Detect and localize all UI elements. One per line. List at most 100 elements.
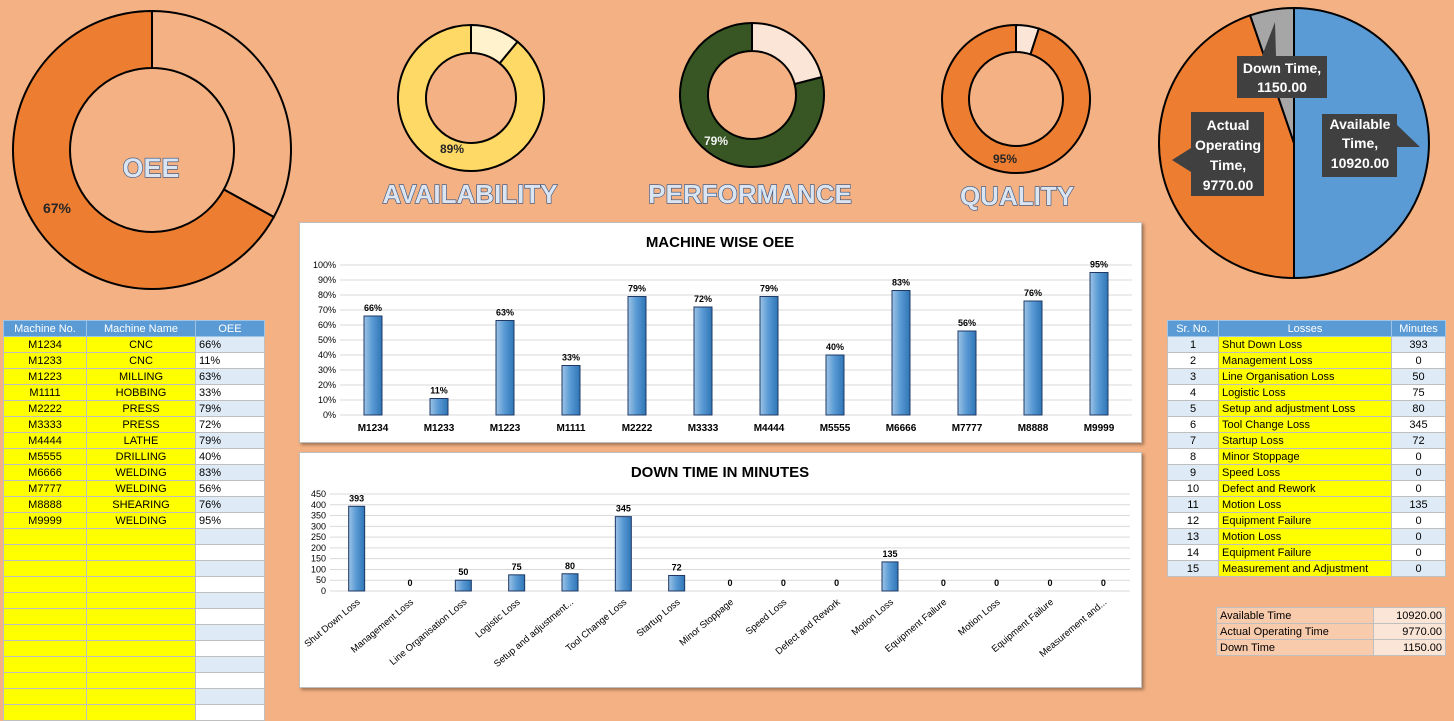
time-label-cell: Actual Operating Time (1215, 623, 1375, 640)
table-row: 4 Logistic Loss 75 (1167, 384, 1446, 401)
y-tick-label: 0 (321, 586, 326, 596)
sr-no-cell: 6 (1167, 416, 1219, 433)
pie-label-actual-line3: Time, (1210, 157, 1246, 173)
data-label: 0 (407, 578, 412, 588)
empty-cell (3, 544, 87, 561)
table-row: 8 Minor Stoppage 0 (1167, 448, 1446, 465)
loss-name-cell: Logistic Loss (1218, 384, 1392, 401)
x-tick-label: M7777 (952, 423, 983, 434)
machine-no-cell: M1233 (3, 352, 87, 369)
table-row: M1234 CNC 66% (3, 336, 265, 353)
x-tick-label: Speed Loss (744, 597, 790, 638)
table-row: M3333 PRESS 72% (3, 416, 265, 433)
pie-label-downtime-line2: 1150.00 (1257, 79, 1307, 95)
table-row: 15 Measurement and Adjustment 0 (1167, 560, 1446, 577)
x-tick-label: M1233 (424, 423, 455, 434)
time-value-cell: 10920.00 (1373, 607, 1446, 624)
x-tick-label: M2222 (622, 423, 653, 434)
table-row: 11 Motion Loss 135 (1167, 496, 1446, 513)
empty-cell (86, 608, 196, 625)
empty-row (3, 544, 265, 561)
time-summary-table: Available Time 10920.00 Actual Operating T… (1215, 607, 1446, 656)
data-label: 345 (616, 504, 631, 514)
empty-cell (3, 576, 87, 593)
donut-value-segment (679, 21, 825, 168)
x-tick-label: M4444 (754, 423, 785, 434)
machine-name-cell: PRESS (86, 400, 196, 417)
bar (495, 320, 515, 416)
y-tick-label: 90% (318, 275, 336, 285)
machine-table-header: Machine No. Machine Name OEE (3, 320, 265, 337)
loss-name-cell: Speed Loss (1218, 464, 1392, 481)
data-label: 135 (882, 549, 897, 559)
machine-oee-cell: 79% (195, 400, 265, 417)
y-tick-label: 10% (318, 395, 336, 405)
machine-no-cell: M2222 (3, 400, 87, 417)
bar (693, 306, 713, 416)
data-label: 40% (826, 342, 844, 352)
machine-oee-cell: 95% (195, 512, 265, 529)
empty-cell (195, 560, 265, 577)
donut-value-segment (941, 23, 1092, 174)
machine-name-cell: LATHE (86, 432, 196, 449)
time-label-cell: Down Time (1215, 639, 1375, 656)
table-row: M6666 WELDING 83% (3, 464, 265, 481)
quality-value-label: 95% (993, 152, 1017, 166)
pie-label-downtime-line1: Down Time, (1243, 60, 1321, 76)
data-label: 0 (727, 578, 732, 588)
table-row: M2222 PRESS 79% (3, 400, 265, 417)
machine-oee-cell: 56% (195, 480, 265, 497)
loss-minutes-cell: 345 (1391, 416, 1446, 433)
empty-cell (195, 544, 265, 561)
empty-cell (195, 672, 265, 689)
empty-row (3, 560, 265, 577)
machine-name-cell: SHEARING (86, 496, 196, 513)
empty-cell (86, 624, 196, 641)
oee-value-label: 67% (43, 200, 72, 216)
pie-label-available-line2: Time, (1342, 135, 1378, 151)
sr-no-cell: 11 (1167, 496, 1219, 513)
machine-oee-cell: 72% (195, 416, 265, 433)
time-label-cell: Available Time (1215, 607, 1375, 624)
x-tick-label: M8888 (1018, 423, 1049, 434)
machine-no-cell: M3333 (3, 416, 87, 433)
x-tick-label: Motion Loss (850, 597, 896, 639)
performance-title: PERFORMANCE (648, 179, 852, 209)
empty-cell (195, 528, 265, 545)
empty-cell (86, 544, 196, 561)
x-tick-label: Startup Loss (635, 597, 683, 640)
bar (1023, 300, 1043, 416)
empty-row (3, 672, 265, 689)
empty-cell (195, 704, 265, 721)
time-value-cell: 1150.00 (1373, 639, 1446, 656)
machine-no-cell: M9999 (3, 512, 87, 529)
table-row: M4444 LATHE 79% (3, 432, 265, 449)
loss-table-header: Sr. No. Losses Minutes (1167, 320, 1446, 337)
data-label: 56% (958, 318, 976, 328)
bar (614, 516, 632, 592)
machine-no-cell: M1223 (3, 368, 87, 385)
bar (508, 574, 526, 592)
empty-cell (195, 576, 265, 593)
quality-donut (941, 23, 1092, 174)
machine-oee-cell: 66% (195, 336, 265, 353)
empty-cell (3, 640, 87, 657)
empty-cell (86, 528, 196, 545)
bar (881, 561, 899, 592)
empty-cell (3, 608, 87, 625)
machine-no-cell: M1111 (3, 384, 87, 401)
y-tick-label: 450 (311, 489, 326, 499)
x-tick-label: M1234 (358, 423, 389, 434)
machine-name-cell: WELDING (86, 512, 196, 529)
loss-name-cell: Setup and adjustment Loss (1218, 400, 1392, 417)
table-row: 5 Setup and adjustment Loss 80 (1167, 400, 1446, 417)
sr-no-cell: 4 (1167, 384, 1219, 401)
data-label: 79% (628, 284, 646, 294)
x-tick-label: Logistic Loss (473, 597, 522, 641)
pie-label-available-line1: Available (1330, 116, 1391, 132)
pie-label-available: Available Time, 10920.00 (1322, 114, 1420, 177)
pie-label-actual-line1: Actual (1207, 117, 1250, 133)
machine-no-cell: M6666 (3, 464, 87, 481)
loss-minutes-cell: 0 (1391, 448, 1446, 465)
header-sr-no: Sr. No. (1167, 320, 1219, 337)
